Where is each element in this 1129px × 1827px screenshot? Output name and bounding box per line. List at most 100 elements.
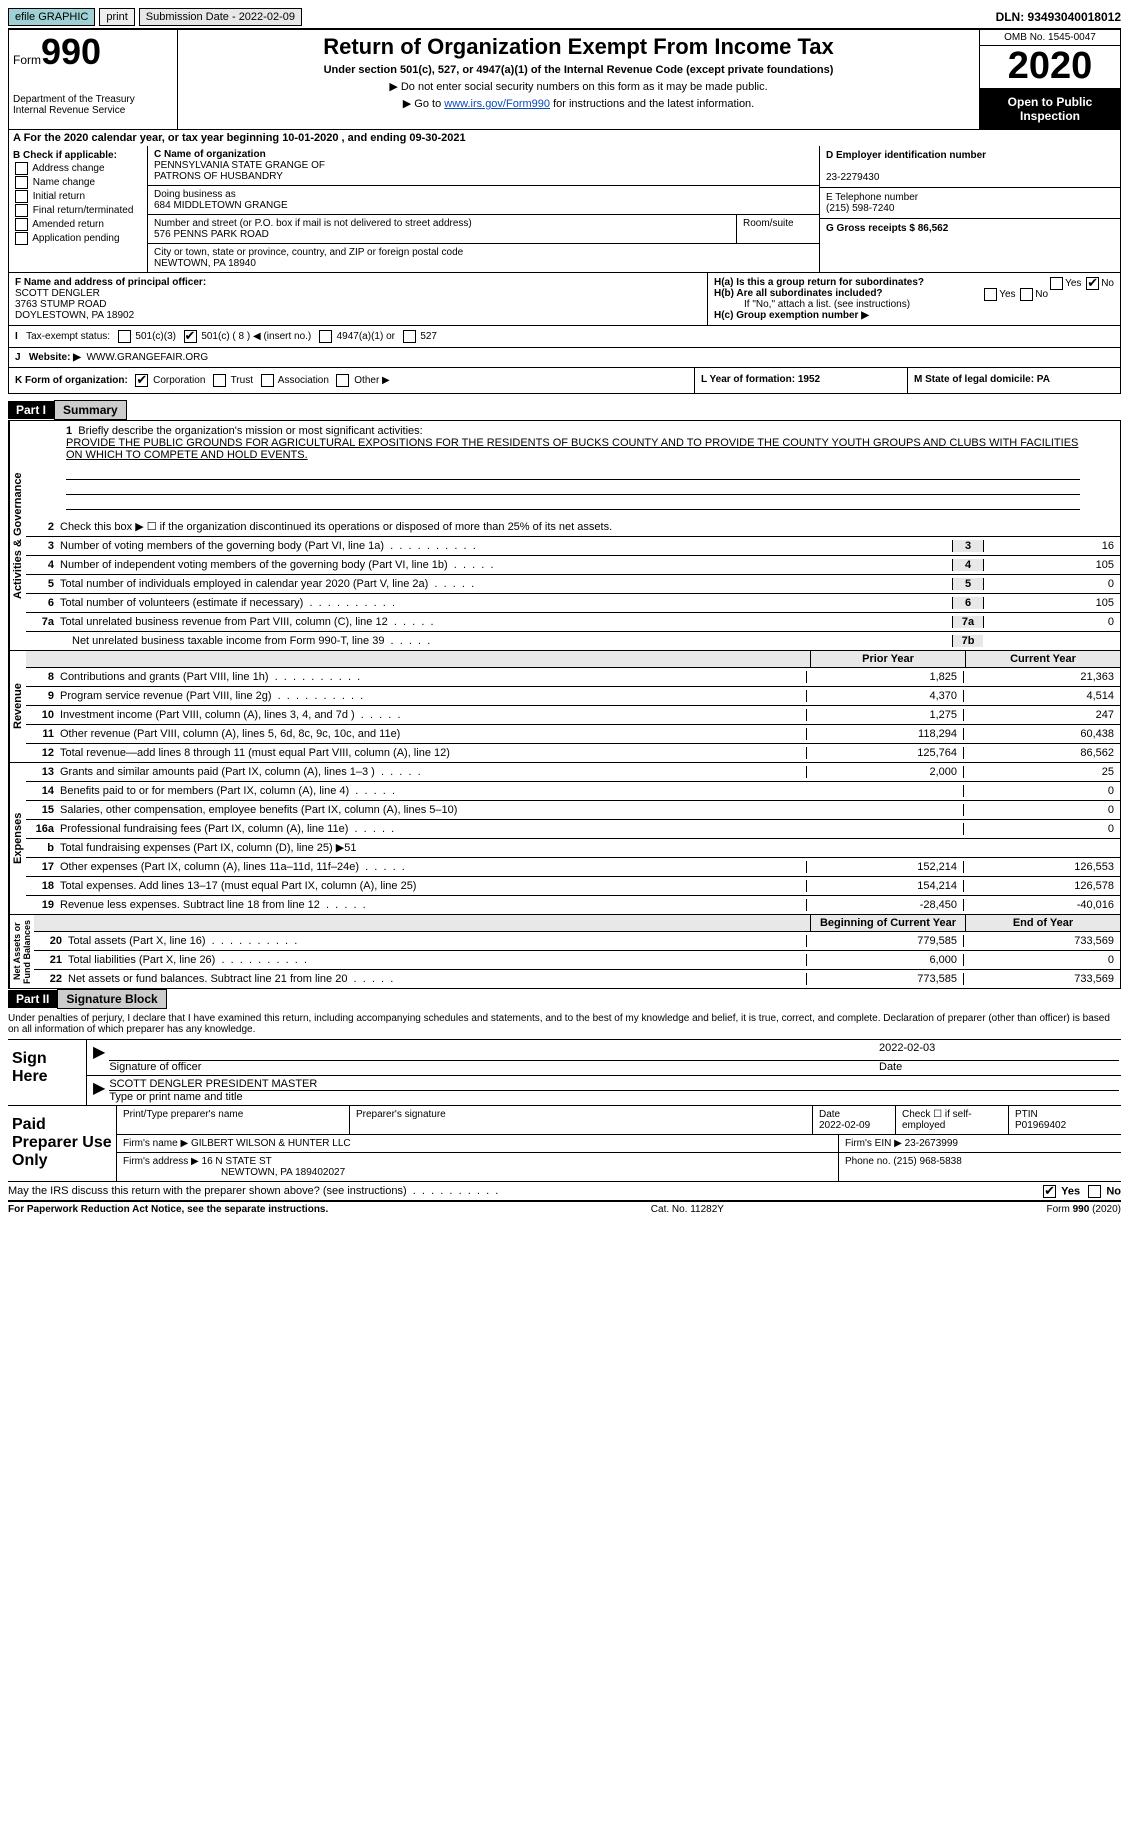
city-lbl: City or town, state or province, country… <box>154 247 463 258</box>
dln-value: DLN: 93493040018012 <box>996 10 1121 24</box>
efile-graphic-btn[interactable]: efile GRAPHIC <box>8 8 95 26</box>
i-4947[interactable] <box>319 330 332 343</box>
l19: Revenue less expenses. Subtract line 18 … <box>60 899 806 911</box>
prep-name-lbl: Print/Type preparer's name <box>117 1106 350 1134</box>
p21: 6,000 <box>806 954 963 966</box>
sig-date-val: 2022-02-03 <box>879 1042 1119 1061</box>
c-name-lbl: C Name of organization <box>154 149 266 160</box>
sig-date-lbl: Date <box>879 1061 902 1073</box>
hdr-end: End of Year <box>965 915 1120 931</box>
prep-date-val: 2022-02-09 <box>819 1120 870 1131</box>
m-state: M State of legal domicile: PA <box>914 374 1050 385</box>
goto-note: ▶ Go to www.irs.gov/Form990 for instruct… <box>186 97 971 110</box>
k-trust[interactable] <box>213 374 226 387</box>
c13: 25 <box>963 766 1120 778</box>
f-addr1: 3763 STUMP ROAD <box>15 299 107 310</box>
i-501c3-lbl: 501(c)(3) <box>135 331 176 342</box>
c22: 733,569 <box>963 973 1120 985</box>
ha-yes[interactable] <box>1050 277 1063 290</box>
c16a: 0 <box>963 823 1120 835</box>
hdr-begin: Beginning of Current Year <box>810 915 965 931</box>
d-ein-lbl: D Employer identification number <box>826 150 986 161</box>
q1: Briefly describe the organization's miss… <box>78 425 422 437</box>
p19: -28,450 <box>806 899 963 911</box>
c17: 126,553 <box>963 861 1120 873</box>
city-val: NEWTOWN, PA 18940 <box>154 258 256 269</box>
l7b: Net unrelated business taxable income fr… <box>60 635 952 647</box>
p20: 779,585 <box>806 935 963 947</box>
sig-officer-lbl: Signature of officer <box>109 1061 201 1073</box>
lbl-final: Final return/terminated <box>33 205 134 216</box>
ptin-val: P01969402 <box>1015 1120 1066 1131</box>
p22: 773,585 <box>806 973 963 985</box>
irs-discuss-row: May the IRS discuss this return with the… <box>8 1181 1121 1200</box>
row-i: I Tax-exempt status: 501(c)(3) 501(c) ( … <box>8 326 1121 348</box>
ssn-note: ▶ Do not enter social security numbers o… <box>186 80 971 93</box>
officer-name-lbl: Type or print name and title <box>109 1091 242 1103</box>
irs-link[interactable]: www.irs.gov/Form990 <box>444 98 550 110</box>
paid-preparer-lbl: Paid Preparer Use Only <box>8 1106 117 1181</box>
check-final[interactable] <box>15 204 28 217</box>
v7a: 0 <box>983 616 1120 628</box>
check-app-pending[interactable] <box>15 232 28 245</box>
p10: 1,275 <box>806 709 963 721</box>
line-a-period: A For the 2020 calendar year, or tax yea… <box>8 130 1121 146</box>
arrow-icon: ▶ <box>89 1042 109 1073</box>
i-501c[interactable] <box>184 330 197 343</box>
firm-name: GILBERT WILSON & HUNTER LLC <box>191 1138 351 1149</box>
hb-no[interactable] <box>1020 288 1033 301</box>
tab-activities: Activities & Governance <box>9 421 26 650</box>
j-lbl: Website: ▶ <box>29 352 81 363</box>
i-527[interactable] <box>403 330 416 343</box>
form-subtitle: Under section 501(c), 527, or 4947(a)(1)… <box>186 64 971 76</box>
v3: 16 <box>983 540 1120 552</box>
irs-no[interactable] <box>1088 1185 1101 1198</box>
declaration: Under penalties of perjury, I declare th… <box>8 1009 1121 1039</box>
ha-yes-lbl: Yes <box>1065 278 1081 289</box>
form-number: 990 <box>41 31 101 72</box>
k-assoc[interactable] <box>261 374 274 387</box>
p17: 152,214 <box>806 861 963 873</box>
l5: Total number of individuals employed in … <box>60 578 952 590</box>
i-lbl: Tax-exempt status: <box>26 331 110 342</box>
l14: Benefits paid to or for members (Part IX… <box>60 785 806 797</box>
firm-phone: (215) 968-5838 <box>893 1156 961 1167</box>
irs-yes[interactable] <box>1043 1185 1056 1198</box>
l7a: Total unrelated business revenue from Pa… <box>60 616 952 628</box>
ha-no[interactable] <box>1086 277 1099 290</box>
firm-ein-lbl: Firm's EIN ▶ <box>845 1138 902 1149</box>
omb-number: OMB No. 1545-0047 <box>980 30 1120 46</box>
l2: Check this box ▶ ☐ if the organization d… <box>60 520 1120 533</box>
v5: 0 <box>983 578 1120 590</box>
officer-name: SCOTT DENGLER PRESIDENT MASTER <box>109 1078 1119 1091</box>
i-501c3[interactable] <box>118 330 131 343</box>
l9: Program service revenue (Part VIII, line… <box>60 690 806 702</box>
c9: 4,514 <box>963 690 1120 702</box>
check-address-change[interactable] <box>15 162 28 175</box>
preparer-block: Paid Preparer Use Only Print/Type prepar… <box>8 1105 1121 1181</box>
org-name: PENNSYLVANIA STATE GRANGE OF PATRONS OF … <box>154 160 325 182</box>
k-other[interactable] <box>336 374 349 387</box>
hdr-prior: Prior Year <box>810 651 965 667</box>
check-initial[interactable] <box>15 190 28 203</box>
prep-selfemp: Check ☐ if self-employed <box>896 1106 1009 1134</box>
k-assoc-lbl: Association <box>278 375 329 386</box>
entity-section: B Check if applicable: Address change Na… <box>8 146 1121 273</box>
c20: 733,569 <box>963 935 1120 947</box>
hb-yes[interactable] <box>984 288 997 301</box>
l16b: Total fundraising expenses (Part IX, col… <box>60 841 806 854</box>
mission-desc: PROVIDE THE PUBLIC GROUNDS FOR AGRICULTU… <box>66 437 1078 461</box>
rule-line-3 <box>66 495 1080 510</box>
lbl-name-change: Name change <box>33 177 95 188</box>
k-corp[interactable] <box>135 374 148 387</box>
tab-net-assets: Net Assets orFund Balances <box>9 915 34 988</box>
addr-val: 576 PENNS PARK ROAD <box>154 229 269 240</box>
l13: Grants and similar amounts paid (Part IX… <box>60 766 806 778</box>
check-amended[interactable] <box>15 218 28 231</box>
print-btn[interactable]: print <box>99 8 134 26</box>
firm-ein: 23-2673999 <box>905 1138 958 1149</box>
row-klm: K Form of organization: Corporation Trus… <box>8 368 1121 394</box>
col-b-checks: B Check if applicable: Address change Na… <box>9 146 148 272</box>
check-name-change[interactable] <box>15 176 28 189</box>
l21: Total liabilities (Part X, line 26) <box>68 954 806 966</box>
